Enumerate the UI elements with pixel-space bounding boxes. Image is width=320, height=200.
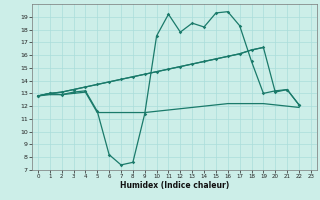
X-axis label: Humidex (Indice chaleur): Humidex (Indice chaleur) [120,181,229,190]
